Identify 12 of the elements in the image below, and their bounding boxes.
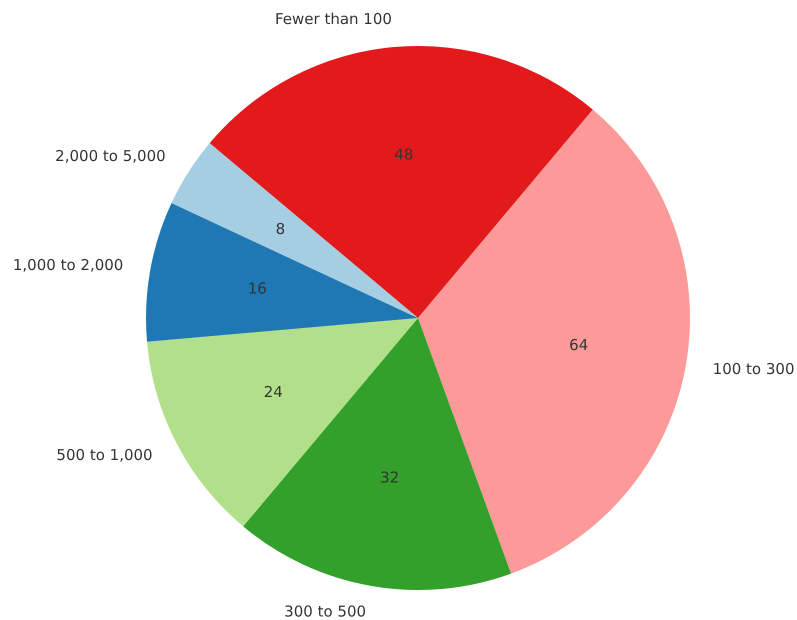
slice-label: 2,000 to 5,000 <box>55 147 166 166</box>
data-label: 16 <box>248 280 267 298</box>
slice-label: 300 to 500 <box>284 602 366 620</box>
slice-label: 1,000 to 2,000 <box>12 256 124 274</box>
data-label: 8 <box>276 220 286 238</box>
data-label: 24 <box>264 383 283 402</box>
slice-label: Fewer than 100 <box>274 10 392 28</box>
slice-label: 100 to 300 <box>712 360 795 378</box>
data-label: 64 <box>569 336 588 354</box>
data-label: 48 <box>394 145 414 164</box>
data-label: 32 <box>380 468 400 487</box>
slice-label: 500 to 1,000 <box>56 446 153 464</box>
